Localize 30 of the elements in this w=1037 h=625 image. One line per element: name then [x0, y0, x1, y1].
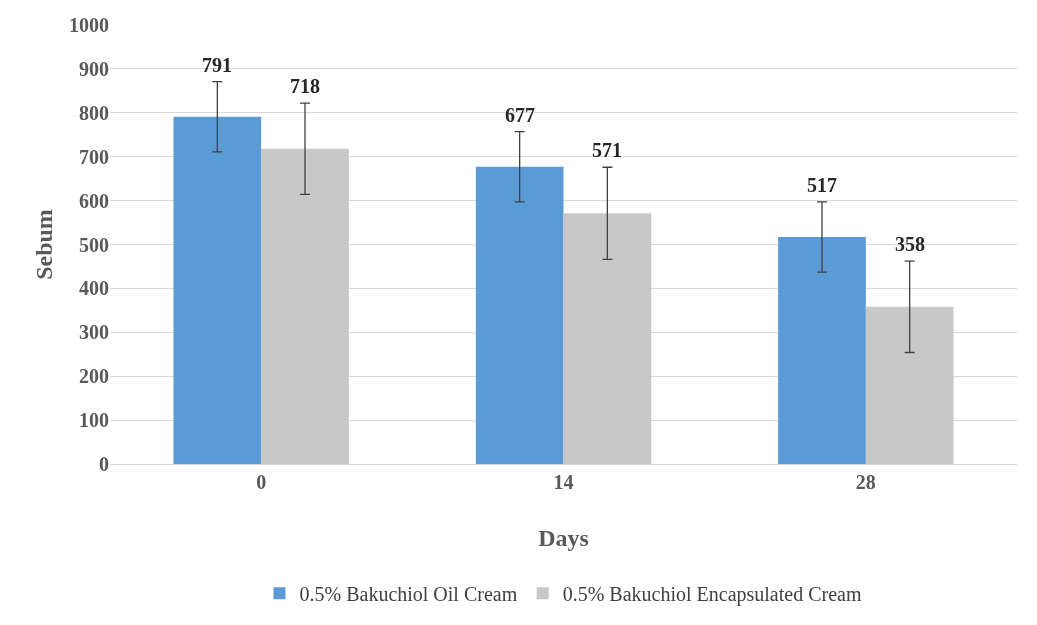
y-tick-label: 0: [99, 453, 109, 475]
y-axis-title: Sebum: [31, 209, 57, 280]
bar: [173, 116, 262, 464]
bar: [778, 237, 866, 464]
x-axis-title: Days: [538, 525, 589, 551]
y-tick-label: 800: [79, 101, 109, 124]
legend-label: 0.5% Bakuchiol Encapsulated Cream: [562, 583, 862, 607]
x-tick-label: 28: [855, 471, 876, 493]
legend-label: 0.5% Bakuchiol Oil Cream: [299, 583, 518, 606]
x-tick-label: 14: [553, 471, 574, 493]
y-tick-label: 600: [79, 189, 109, 212]
data-label: 571: [592, 139, 622, 161]
bar: [563, 213, 652, 464]
y-tick-label: 200: [79, 365, 109, 388]
bar: [261, 148, 349, 464]
bar: [475, 166, 564, 464]
data-label: 791: [202, 54, 232, 76]
y-tick-label: 500: [79, 233, 109, 256]
y-tick-label: 100: [79, 409, 109, 432]
data-label: 517: [807, 174, 837, 196]
y-tick-label: 1000: [69, 14, 109, 36]
y-tick-label: 700: [79, 145, 109, 168]
y-tick-label: 300: [79, 321, 109, 344]
x-tick-label: 0: [256, 471, 267, 493]
data-label: 677: [505, 104, 535, 126]
data-label: 358: [895, 233, 925, 255]
bar: [865, 306, 954, 464]
data-label: 718: [290, 75, 320, 97]
y-tick-label: 900: [79, 57, 109, 80]
y-tick-label: 400: [79, 277, 109, 300]
